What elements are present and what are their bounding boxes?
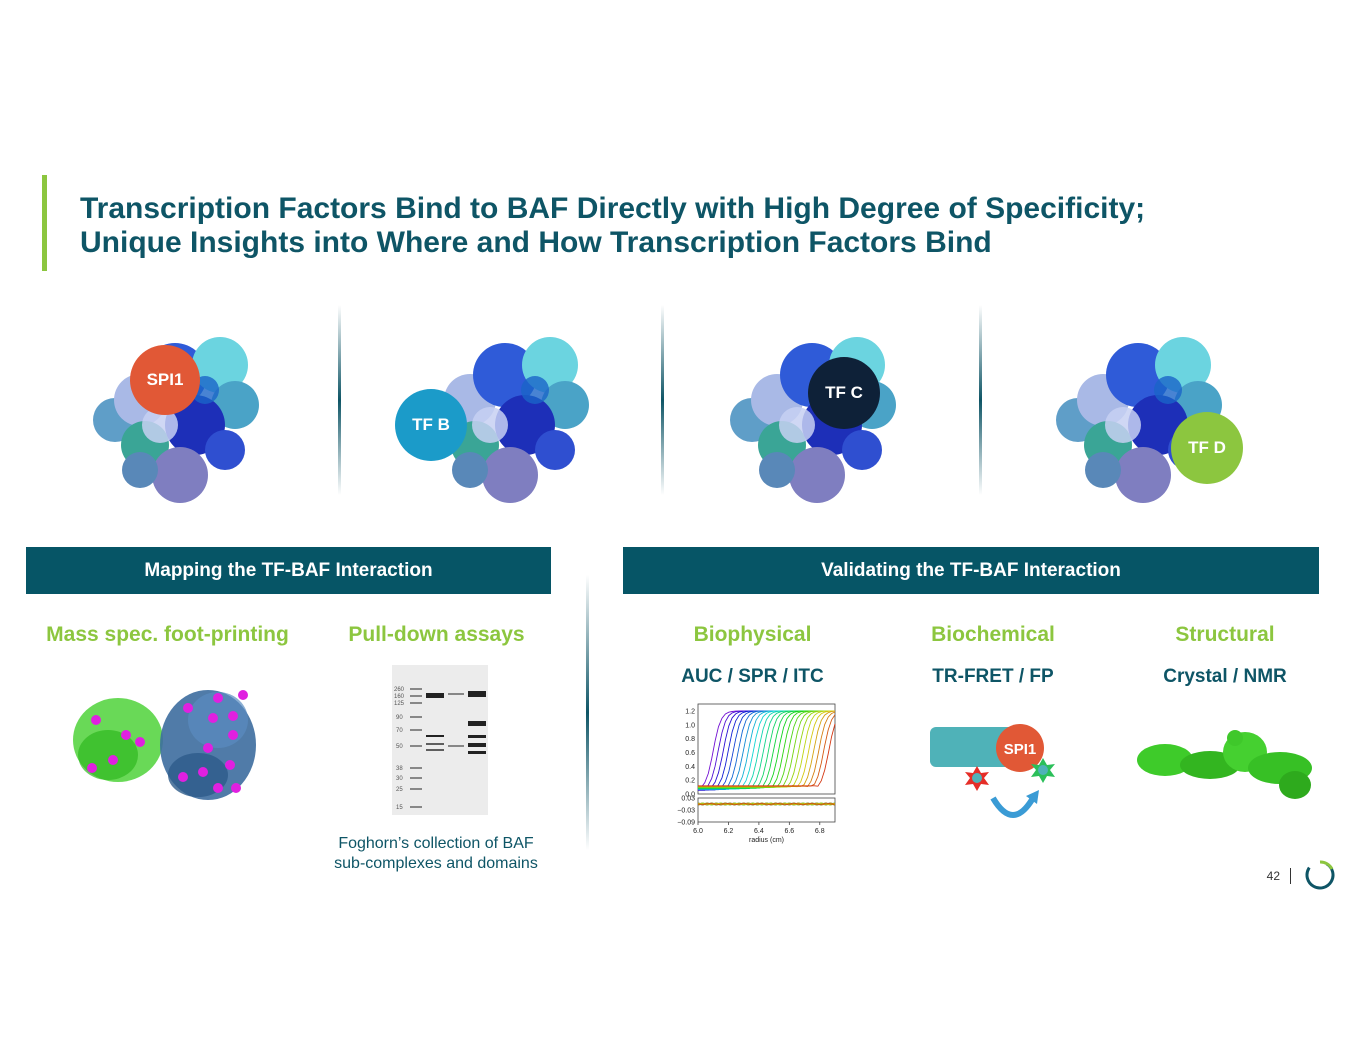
pulldown-caption: Foghorn’s collection of BAF sub-complexe… xyxy=(316,834,556,874)
structural-methods: Crystal / NMR xyxy=(1163,666,1287,687)
title-accent-bar xyxy=(42,175,47,271)
gel-ladder-label: 260 xyxy=(394,687,405,693)
auc-residual-tick-label: −0.03 xyxy=(677,808,695,815)
auc-x-axis-label: radius (cm) xyxy=(749,837,784,844)
caption-line-2: sub-complexes and domains xyxy=(334,855,538,872)
caption-line-1: Foghorn’s collection of BAF xyxy=(338,835,534,852)
divider-1 xyxy=(338,305,341,495)
auc-residual-frame xyxy=(697,797,836,823)
trfret-schematic: SPI1 xyxy=(930,724,1055,818)
structural-heading: Structural xyxy=(1175,623,1275,646)
auc-y-tick-label: 1.0 xyxy=(685,722,695,729)
tf-badge-1: SPI1 xyxy=(130,345,200,415)
gel-ladder-label: 50 xyxy=(396,744,403,750)
mapping-banner: Mapping the TF-BAF Interaction xyxy=(26,547,551,594)
baf-protein-bar xyxy=(930,727,1020,767)
auc-y-tick-label: 0.0 xyxy=(685,792,695,799)
gel-ladder-label: 70 xyxy=(396,728,403,734)
validating-banner-text: Validating the TF-BAF Interaction xyxy=(821,559,1121,581)
pulldown-heading: Pull-down assays xyxy=(348,623,525,646)
auc-x-tick-label: 6.0 xyxy=(693,828,703,835)
auc-residual-line xyxy=(697,802,836,806)
auc-y-tick-label: 0.2 xyxy=(685,778,695,785)
auc-residual-tick-label: −0.09 xyxy=(677,820,695,827)
auc-residual-line xyxy=(697,802,836,806)
mapping-banner-text: Mapping the TF-BAF Interaction xyxy=(144,559,433,581)
auc-x-tick-label: 6.8 xyxy=(815,828,825,835)
biophysical-methods: AUC / SPR / ITC xyxy=(681,666,824,687)
title-line-2: Unique Insights into Where and How Trans… xyxy=(80,226,992,259)
page-title: Transcription Factors Bind to BAF Direct… xyxy=(80,192,1280,260)
auc-x-tick-label: 6.4 xyxy=(754,828,764,835)
tf-badge-4-label: TF D xyxy=(1188,438,1226,457)
auc-y-tick-label: 0.6 xyxy=(685,750,695,757)
auc-chart: 6.0 6.2 6.4 6.6 6.8 1.2 1.0 0.8 0.6 0.4 0.2 0.00.03… xyxy=(677,703,836,844)
auc-plot-frame xyxy=(697,703,836,795)
spi1-circle xyxy=(996,724,1044,772)
page-number: 42 xyxy=(1266,869,1280,883)
validating-banner: Validating the TF-BAF Interaction xyxy=(623,547,1319,594)
gel-ladder-label: 15 xyxy=(396,805,403,811)
gel-ladder-label: 25 xyxy=(396,787,403,793)
section-divider xyxy=(586,575,589,850)
gel-ladder-label: 38 xyxy=(396,766,403,772)
auc-residual-tick-label: 0.03 xyxy=(681,796,695,803)
auc-x-tick-label: 6.6 xyxy=(784,828,794,835)
tf-badge-4: TF D xyxy=(1171,412,1243,484)
energy-transfer-arrow xyxy=(990,796,1036,818)
gel-ladder-label: 160 xyxy=(394,694,405,700)
gel-ladder-label: 30 xyxy=(396,776,403,782)
tf-badge-3-label: TF C xyxy=(825,383,863,402)
mass-spec-heading: Mass spec. foot-printing xyxy=(46,623,289,646)
spi1-label: SPI1 xyxy=(1004,741,1037,758)
biochemical-methods: TR-FRET / FP xyxy=(932,666,1054,687)
mass-spec-structure-image xyxy=(73,690,256,800)
biophysical-heading: Biophysical xyxy=(693,623,812,646)
tf-badge-2: TF B xyxy=(395,389,467,461)
auc-y-tick-label: 1.2 xyxy=(685,708,695,715)
auc-x-tick-label: 6.2 xyxy=(724,828,734,835)
auc-series-line xyxy=(698,723,836,787)
gel-ladder-label: 90 xyxy=(396,715,403,721)
tf-badge-2-label: TF B xyxy=(412,415,450,434)
tf-badge-1-label: SPI1 xyxy=(146,370,184,389)
structural-surface-image xyxy=(1137,730,1312,799)
biochemical-heading: Biochemical xyxy=(931,623,1055,646)
baf-complex-structure-3 xyxy=(730,337,896,503)
auc-y-tick-label: 0.4 xyxy=(685,764,695,771)
gel-image: 260 160 125 90 70 50 38 30 25 15 xyxy=(392,665,488,815)
foghorn-logo-icon xyxy=(1305,860,1335,890)
title-line-1: Transcription Factors Bind to BAF Direct… xyxy=(80,192,1146,225)
gel-ladder-label: 125 xyxy=(394,701,405,707)
divider-3 xyxy=(979,305,982,495)
auc-residual-line xyxy=(697,802,836,806)
tf-badge-3: TF C xyxy=(808,357,880,429)
auc-y-tick-label: 0.8 xyxy=(685,736,695,743)
divider-2 xyxy=(661,305,664,495)
footer-separator xyxy=(1290,868,1291,884)
